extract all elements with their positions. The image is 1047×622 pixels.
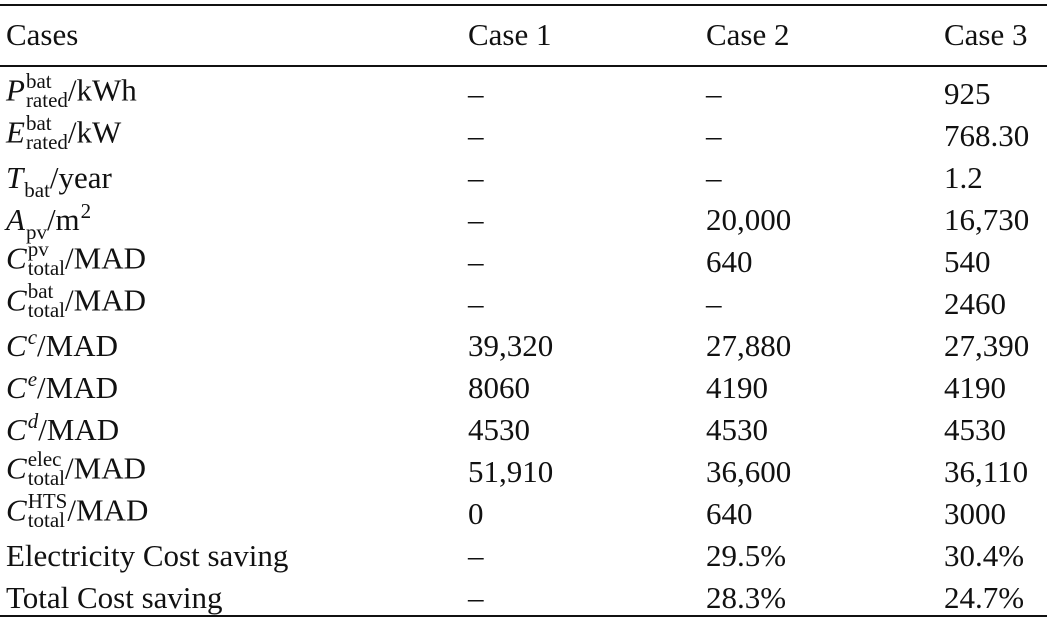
row-label: Total Cost saving [6,579,223,615]
row-label: Cc/MAD [6,324,118,363]
cell-case-1: – [468,201,484,237]
header-case-3: Case 3 [944,16,1028,52]
cell-case-1: – [468,75,484,111]
cell-case-1: – [468,537,484,573]
cell-case-3: 4190 [944,369,1006,405]
cell-case-3: 27,390 [944,327,1030,363]
header-cases: Cases [6,16,79,52]
row-label: Tbat/year [6,159,112,202]
cell-case-2: 29.5% [706,537,787,573]
table-row: Tbat/year – – 1.2 [0,156,1047,202]
cell-case-1: – [468,243,484,279]
cell-case-1: – [468,117,484,153]
cell-case-1: – [468,159,484,195]
cell-case-3: 925 [944,75,991,111]
cell-case-2: 20,000 [706,201,792,237]
header-case-1: Case 1 [468,16,552,52]
row-label: Apv/m2 [6,198,92,244]
cell-case-2: 28.3% [706,579,787,615]
table-row: Cc/MAD 39,320 27,880 27,390 [0,324,1047,366]
table-row: Apv/m2 – 20,000 16,730 [0,198,1047,244]
table-row: Cd/MAD 4530 4530 4530 [0,408,1047,450]
cell-case-3: 30.4% [944,537,1025,573]
table-row: Electricity Cost saving – 29.5% 30.4% [0,534,1047,576]
cell-case-2: – [706,117,722,153]
table-row: Total Cost saving – 28.3% 24.7% [0,576,1047,618]
row-label: Electricity Cost saving [6,537,289,573]
cell-case-1: 4530 [468,411,530,447]
header-case-2: Case 2 [706,16,790,52]
cell-case-1: 51,910 [468,453,554,489]
cell-case-3: 2460 [944,285,1006,321]
cell-case-2: 4190 [706,369,768,405]
cell-case-2: – [706,285,722,321]
cell-case-3: 540 [944,243,991,279]
row-label: Cd/MAD [6,408,120,447]
cell-case-2: 4530 [706,411,768,447]
cell-case-1: 8060 [468,369,530,405]
cell-case-3: 1.2 [944,159,983,195]
cell-case-1: 0 [468,495,484,531]
cell-case-1: – [468,285,484,321]
cell-case-3: 16,730 [944,201,1030,237]
cell-case-3: 24.7% [944,579,1025,615]
bottom-rule [0,615,1047,617]
header-row: Cases Case 1 Case 2 Case 3 [0,0,1047,64]
cell-case-1: 39,320 [468,327,554,363]
cell-case-3: 36,110 [944,453,1029,489]
cell-case-2: – [706,159,722,195]
header-rule [0,65,1047,67]
cell-case-2: – [706,75,722,111]
cell-case-3: 4530 [944,411,1006,447]
cell-case-2: 640 [706,495,753,531]
cell-case-1: – [468,579,484,615]
row-label: C HTS total/MAD [6,488,149,532]
cell-case-2: 640 [706,243,753,279]
table-row: C HTS total/MAD 0 640 3000 [0,488,1047,534]
cell-case-3: 3000 [944,495,1006,531]
cell-case-2: 27,880 [706,327,792,363]
row-label: Ce/MAD [6,366,118,405]
cell-case-3: 768.30 [944,117,1030,153]
table-row: Ce/MAD 8060 4190 4190 [0,366,1047,408]
cell-case-2: 36,600 [706,453,792,489]
top-rule [0,4,1047,6]
